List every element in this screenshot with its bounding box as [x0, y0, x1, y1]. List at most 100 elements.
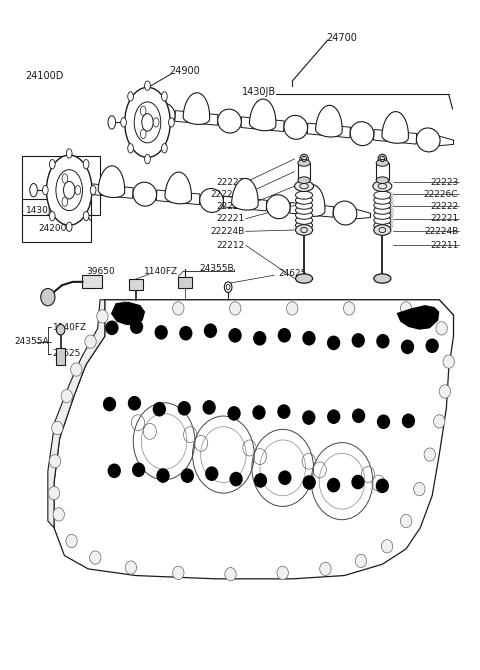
Ellipse shape — [343, 302, 355, 315]
Ellipse shape — [298, 177, 310, 184]
Ellipse shape — [374, 211, 391, 219]
Ellipse shape — [376, 159, 388, 166]
Ellipse shape — [47, 155, 92, 225]
Ellipse shape — [402, 413, 415, 428]
Ellipse shape — [75, 186, 81, 195]
Ellipse shape — [162, 92, 167, 101]
Polygon shape — [307, 123, 350, 138]
Bar — [22, 155, 100, 215]
Ellipse shape — [121, 118, 126, 127]
Polygon shape — [165, 172, 192, 204]
Ellipse shape — [61, 389, 72, 403]
Polygon shape — [299, 185, 325, 216]
Ellipse shape — [144, 154, 150, 163]
Ellipse shape — [140, 129, 146, 139]
Ellipse shape — [374, 206, 391, 214]
Text: 24100D: 24100D — [25, 71, 64, 81]
Ellipse shape — [295, 181, 313, 192]
Polygon shape — [284, 115, 308, 139]
Polygon shape — [90, 184, 133, 198]
Ellipse shape — [433, 415, 445, 428]
Polygon shape — [382, 112, 408, 143]
Ellipse shape — [298, 159, 310, 166]
Polygon shape — [396, 305, 439, 330]
Bar — [376, 163, 388, 180]
Ellipse shape — [327, 409, 340, 424]
Ellipse shape — [49, 455, 60, 468]
Text: 24700: 24700 — [326, 33, 357, 43]
Ellipse shape — [62, 197, 68, 206]
Text: 24355A: 24355A — [14, 337, 49, 346]
Ellipse shape — [205, 466, 218, 481]
Ellipse shape — [66, 535, 77, 547]
Polygon shape — [333, 201, 357, 225]
Polygon shape — [175, 111, 218, 125]
Polygon shape — [266, 195, 290, 218]
Ellipse shape — [378, 154, 386, 163]
Ellipse shape — [373, 181, 392, 192]
Ellipse shape — [108, 464, 121, 478]
Polygon shape — [138, 106, 151, 120]
Polygon shape — [133, 182, 156, 206]
Ellipse shape — [296, 224, 312, 235]
Ellipse shape — [63, 182, 75, 199]
Ellipse shape — [173, 302, 184, 315]
Ellipse shape — [287, 302, 298, 315]
Text: 1430JB: 1430JB — [25, 206, 57, 214]
Ellipse shape — [178, 401, 191, 415]
Ellipse shape — [327, 336, 340, 350]
Ellipse shape — [156, 468, 169, 483]
Ellipse shape — [203, 400, 216, 415]
Ellipse shape — [142, 114, 153, 131]
Ellipse shape — [278, 328, 291, 342]
Ellipse shape — [173, 566, 184, 580]
Text: 24625: 24625 — [278, 269, 306, 277]
Ellipse shape — [296, 211, 312, 219]
Ellipse shape — [296, 206, 312, 214]
Ellipse shape — [144, 81, 150, 90]
Polygon shape — [150, 109, 152, 119]
Ellipse shape — [229, 472, 243, 486]
Text: 22221: 22221 — [216, 214, 245, 223]
Ellipse shape — [71, 363, 82, 376]
Text: 24625: 24625 — [53, 349, 81, 358]
Ellipse shape — [128, 143, 133, 153]
Text: 22222: 22222 — [216, 202, 245, 210]
Ellipse shape — [62, 174, 68, 183]
Ellipse shape — [376, 177, 388, 184]
Ellipse shape — [204, 324, 217, 338]
Polygon shape — [98, 165, 125, 198]
Text: 1430JB: 1430JB — [241, 87, 276, 96]
Ellipse shape — [439, 385, 451, 398]
Ellipse shape — [374, 196, 391, 204]
Ellipse shape — [425, 338, 439, 353]
Ellipse shape — [327, 478, 340, 492]
Text: 24200B: 24200B — [38, 224, 73, 233]
Ellipse shape — [382, 539, 393, 553]
Ellipse shape — [253, 331, 266, 346]
Polygon shape — [151, 103, 175, 127]
Ellipse shape — [85, 335, 96, 348]
Ellipse shape — [140, 106, 146, 115]
Ellipse shape — [277, 566, 288, 580]
Ellipse shape — [436, 322, 447, 335]
Polygon shape — [290, 202, 334, 217]
Ellipse shape — [134, 102, 161, 143]
Polygon shape — [156, 190, 200, 204]
Ellipse shape — [42, 186, 48, 195]
Ellipse shape — [296, 216, 312, 224]
Ellipse shape — [41, 289, 55, 306]
Ellipse shape — [130, 320, 143, 334]
Ellipse shape — [53, 508, 64, 521]
Polygon shape — [436, 135, 454, 146]
Text: 22223: 22223 — [216, 178, 245, 187]
Ellipse shape — [90, 551, 101, 564]
Bar — [129, 279, 143, 290]
Text: 22226C: 22226C — [424, 190, 458, 198]
Ellipse shape — [254, 473, 267, 488]
Bar — [22, 199, 91, 242]
Ellipse shape — [66, 149, 72, 158]
Ellipse shape — [153, 118, 159, 127]
Bar — [179, 277, 192, 289]
Ellipse shape — [108, 116, 116, 129]
